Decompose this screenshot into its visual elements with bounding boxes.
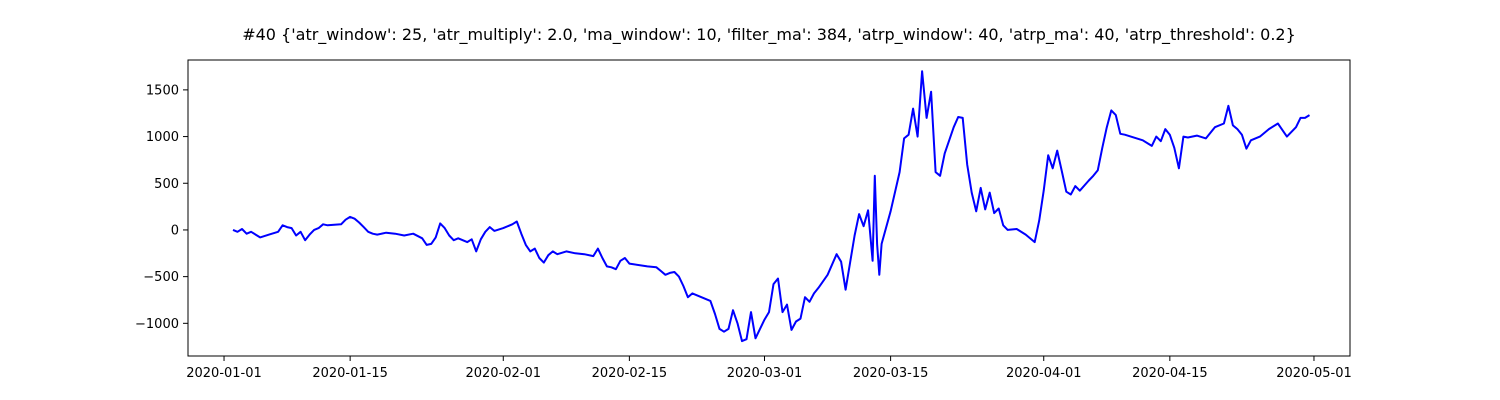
x-tick-label: 2020-02-15 [592,366,668,381]
x-axis: 2020-01-01 2020-01-15 2020-02-01 2020-02-15… [186,356,1352,381]
y-axis: −1000 −500 0 500 1000 1500 [135,83,188,332]
x-tick-label: 2020-01-15 [312,366,388,381]
x-tick-label: 2020-04-15 [1132,366,1208,381]
x-tick-label: 2020-03-15 [853,366,929,381]
x-tick-label: 2020-03-01 [727,366,803,381]
x-tick-label: 2020-04-01 [1006,366,1082,381]
x-tick-label: 2020-02-01 [465,366,541,381]
x-tick-label: 2020-01-01 [186,366,262,381]
chart-title: #40 {'atr_window': 25, 'atr_multiply': 2… [242,25,1296,45]
x-tick-label: 2020-05-01 [1276,366,1352,381]
y-tick-label: 0 [171,223,179,238]
plot-area [187,59,1351,357]
y-tick-label: 1000 [146,130,179,145]
y-tick-label: −1000 [135,317,179,332]
y-tick-label: −500 [143,270,179,285]
y-tick-label: 500 [154,177,179,192]
series-line [232,70,1311,343]
y-tick-label: 1500 [146,83,179,98]
